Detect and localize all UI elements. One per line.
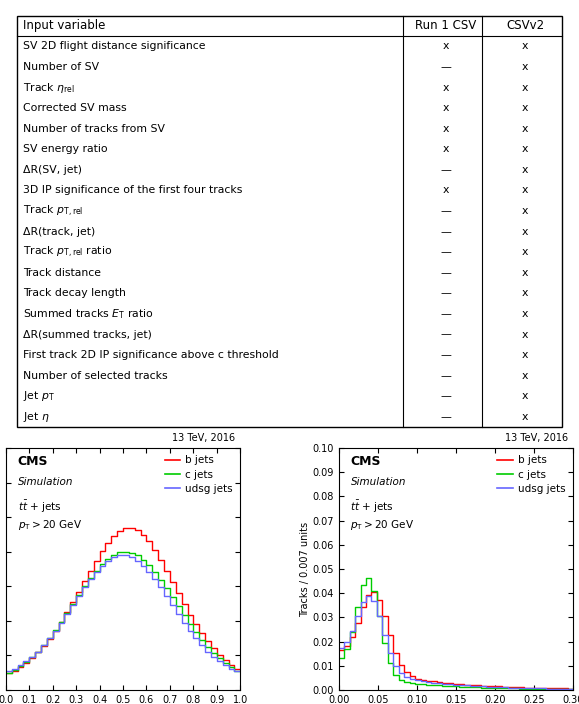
Text: 13 TeV, 2016: 13 TeV, 2016 [505,433,569,444]
Text: Track distance: Track distance [23,268,101,278]
Text: CSVv2: CSVv2 [506,19,544,32]
Text: Input variable: Input variable [23,19,105,32]
Text: Number of selected tracks: Number of selected tracks [23,371,167,381]
Text: ΔR(SV, jet): ΔR(SV, jet) [23,165,82,175]
Text: x: x [522,42,528,51]
Text: x: x [522,391,528,401]
Text: x: x [522,309,528,319]
Text: —: — [440,268,451,278]
Text: Jet $p_{\mathrm{T}}$: Jet $p_{\mathrm{T}}$ [23,389,54,403]
Text: —: — [440,165,451,175]
Text: x: x [522,82,528,92]
Text: —: — [440,371,451,381]
Text: —: — [440,247,451,257]
Text: Number of SV: Number of SV [23,62,99,72]
Text: —: — [440,289,451,298]
Text: Track $p_{\mathrm{T,rel}}$: Track $p_{\mathrm{T,rel}}$ [23,203,83,219]
Text: x: x [442,42,449,51]
Text: Jet $\eta$: Jet $\eta$ [23,410,49,424]
Text: x: x [522,268,528,278]
Y-axis label: Tracks / 0.007 units: Tracks / 0.007 units [299,522,310,617]
Text: Summed tracks $E_{\mathrm{T}}$ ratio: Summed tracks $E_{\mathrm{T}}$ ratio [23,307,153,321]
Text: Track decay length: Track decay length [23,289,126,298]
Text: —: — [440,350,451,360]
Text: —: — [440,329,451,339]
Text: ΔR(track, jet): ΔR(track, jet) [23,227,95,237]
Text: x: x [522,227,528,237]
Text: $p_{\mathrm{T}} > 20$ GeV: $p_{\mathrm{T}} > 20$ GeV [17,518,82,532]
Text: —: — [440,412,451,422]
Legend: b jets, c jets, udsg jets: b jets, c jets, udsg jets [163,453,235,496]
Text: Number of tracks from SV: Number of tracks from SV [23,124,165,134]
Text: —: — [440,227,451,237]
Text: x: x [522,412,528,422]
Text: x: x [442,144,449,154]
Legend: b jets, c jets, udsg jets: b jets, c jets, udsg jets [496,453,568,496]
Text: Run 1 CSV: Run 1 CSV [415,19,476,32]
Text: x: x [522,62,528,72]
Text: x: x [442,82,449,92]
Text: Simulation: Simulation [17,477,73,487]
Text: x: x [442,103,449,113]
Text: Track $p_{\mathrm{T,rel}}$ ratio: Track $p_{\mathrm{T,rel}}$ ratio [23,245,112,260]
Text: x: x [442,124,449,134]
Text: x: x [522,371,528,381]
Text: CMS: CMS [350,455,381,468]
Text: 13 TeV, 2016: 13 TeV, 2016 [173,433,236,444]
Text: x: x [522,329,528,339]
Text: CMS: CMS [17,455,48,468]
Text: First track 2D IP significance above c threshold: First track 2D IP significance above c t… [23,350,278,360]
Text: x: x [522,289,528,298]
Text: 3D IP significance of the first four tracks: 3D IP significance of the first four tra… [23,185,242,196]
Text: ΔR(summed tracks, jet): ΔR(summed tracks, jet) [23,329,152,339]
Text: x: x [522,165,528,175]
Text: x: x [522,144,528,154]
Text: Simulation: Simulation [350,477,406,487]
Text: x: x [522,124,528,134]
Text: —: — [440,206,451,216]
Text: —: — [440,62,451,72]
Text: x: x [522,103,528,113]
Text: x: x [522,185,528,196]
Text: $t\bar{t}$ + jets: $t\bar{t}$ + jets [17,499,61,515]
Text: x: x [442,185,449,196]
Text: x: x [522,350,528,360]
Text: SV energy ratio: SV energy ratio [23,144,108,154]
Text: —: — [440,391,451,401]
Text: SV 2D flight distance significance: SV 2D flight distance significance [23,42,206,51]
Text: $p_{\mathrm{T}} > 20$ GeV: $p_{\mathrm{T}} > 20$ GeV [350,518,415,532]
Text: x: x [522,206,528,216]
Text: —: — [440,309,451,319]
Text: x: x [522,247,528,257]
Text: $t\bar{t}$ + jets: $t\bar{t}$ + jets [350,499,394,515]
Text: Corrected SV mass: Corrected SV mass [23,103,126,113]
Text: Track $\eta_{\mathrm{rel}}$: Track $\eta_{\mathrm{rel}}$ [23,80,75,94]
